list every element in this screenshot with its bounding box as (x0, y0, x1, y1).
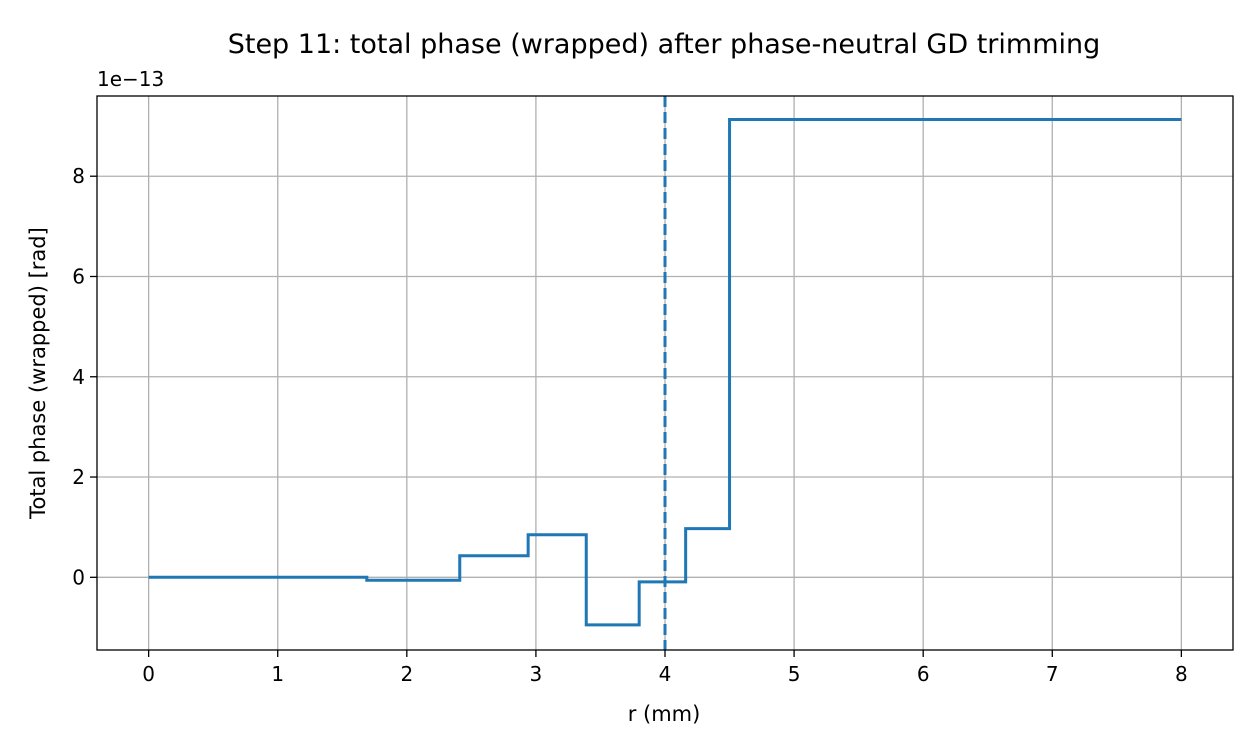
x-tick-label: 5 (788, 662, 801, 686)
y-tick-label: 4 (72, 365, 85, 389)
y-tick-label: 6 (72, 264, 85, 288)
y-tick-label: 2 (72, 465, 85, 489)
x-axis-label: r (mm) (628, 702, 701, 726)
x-tick-label: 6 (917, 662, 930, 686)
x-tick-label: 3 (530, 662, 543, 686)
x-tick-label: 8 (1175, 662, 1188, 686)
x-ticks: 0 1 2 3 4 5 6 7 8 (142, 650, 1188, 686)
series-line (148, 118, 1182, 627)
y-tick-label: 0 (72, 565, 85, 589)
y-axis-label: Total phase (wrapped) [rad] (26, 227, 50, 520)
x-tick-label: 4 (659, 662, 672, 686)
y-tick-label: 8 (72, 164, 85, 188)
chart-title: Step 11: total phase (wrapped) after pha… (228, 29, 1101, 60)
y-offset-label: 1e−13 (97, 67, 164, 91)
series-layer (148, 118, 1182, 627)
x-tick-label: 1 (271, 662, 284, 686)
x-tick-label: 2 (400, 662, 413, 686)
x-tick-label: 7 (1046, 662, 1059, 686)
x-tick-label: 0 (142, 662, 155, 686)
y-ticks: 0 2 4 6 8 (72, 164, 97, 589)
